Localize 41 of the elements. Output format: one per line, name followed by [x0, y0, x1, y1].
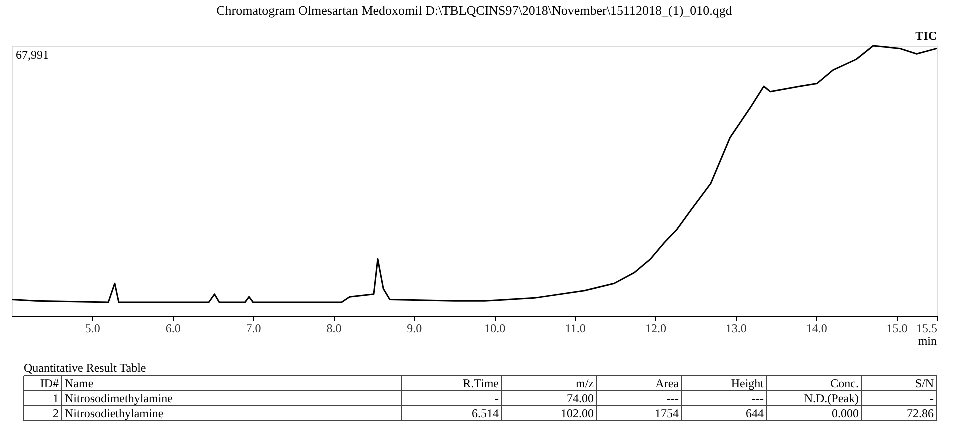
text: Height — [731, 376, 765, 390]
text: Area — [656, 376, 680, 390]
x-tick-label: 15.0 — [886, 322, 908, 336]
text: 2 — [53, 406, 59, 420]
text: ID# — [40, 376, 59, 390]
text: Quantitative Result Table — [24, 361, 146, 375]
text: 72.86 — [907, 406, 934, 420]
x-tick-label: 9.0 — [407, 322, 422, 336]
text: TIC — [916, 29, 937, 43]
x-tick-label: 13.0 — [726, 322, 747, 336]
x-tick-label: 8.0 — [326, 322, 342, 336]
text: 644 — [746, 406, 764, 420]
text: m/z — [576, 376, 594, 390]
text: R.Time — [463, 376, 499, 390]
text: --- — [752, 392, 764, 406]
chart-title: Chromatogram Olmesartan Medoxomil D:\TBLQCINS97\2018\November\15112018_(1)_010.qgd — [216, 3, 733, 18]
x-tick-label: 12.0 — [645, 322, 666, 336]
annotation: 67,991 — [16, 48, 49, 62]
text: 102.00 — [561, 406, 594, 420]
text: 1754 — [655, 406, 679, 420]
text: - — [495, 392, 499, 406]
x-tick-label: 6.0 — [166, 322, 181, 336]
text: Nitrosodiethylamine — [65, 406, 164, 420]
x-tick-label: 7.0 — [246, 322, 262, 336]
text: Nitrosodimethylamine — [65, 392, 173, 406]
x-tick-label: 11.0 — [565, 322, 586, 336]
text: N.D.(Peak) — [804, 392, 859, 406]
x-axis-title: min — [918, 334, 937, 348]
text: 6.514 — [472, 406, 499, 420]
text: 1 — [53, 392, 59, 406]
text: --- — [667, 392, 679, 406]
text: 0.000 — [832, 406, 859, 420]
text: Name — [65, 376, 94, 390]
x-tick-label: 5.0 — [85, 322, 100, 336]
text: 74.00 — [567, 392, 594, 406]
text: - — [930, 392, 934, 406]
text: Conc. — [830, 376, 859, 390]
x-tick-label: 10.0 — [484, 322, 506, 336]
text: S/N — [915, 376, 934, 390]
x-tick-label: 15.5 — [916, 322, 938, 336]
x-tick-label: 14.0 — [806, 322, 828, 336]
